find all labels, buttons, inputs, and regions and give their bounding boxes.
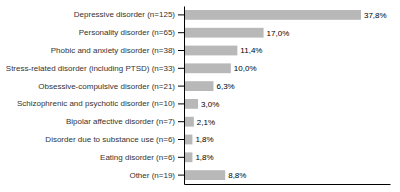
y-tick-mark <box>178 157 184 158</box>
bar <box>184 99 198 109</box>
y-tick: Disorder due to substance use (n=6) <box>45 135 184 144</box>
y-tick-mark <box>178 121 184 122</box>
y-tick-mark <box>178 50 184 51</box>
data-label: 1,8% <box>195 135 213 144</box>
bar <box>184 135 192 145</box>
y-tick: Bipolar affective disorder (n=7) <box>66 117 184 126</box>
data-label: 2,1% <box>197 118 215 127</box>
y-tick: Phobic and anxiety disorder (n=38) <box>51 46 184 55</box>
y-tick-label: Eating disorder (n=6) <box>100 153 175 162</box>
y-tick-mark <box>178 103 184 104</box>
y-tick-label: Depressive disorder (n=125) <box>74 10 175 19</box>
plot: Other (n=19) Eating disorder (n=6) Disorde… <box>6 7 391 185</box>
bars <box>184 10 361 180</box>
y-tick: Stress-related disorder (including PTSD)… <box>6 64 184 73</box>
y-tick-mark <box>178 14 184 15</box>
chart: Other (n=19) Eating disorder (n=6) Disorde… <box>0 0 400 192</box>
x-axis <box>185 184 391 185</box>
y-tick-mark <box>178 175 184 176</box>
bar <box>184 117 194 127</box>
data-label: 3,0% <box>201 100 219 109</box>
y-tick-label: Schizophrenic and psychotic disorder (n=… <box>17 99 175 108</box>
y-tick: Other (n=19) <box>129 171 184 180</box>
bar <box>184 170 225 180</box>
data-label: 17,0% <box>267 29 290 38</box>
bar <box>184 63 231 73</box>
y-tick: Obsessive-compulsive disorder (n=21) <box>38 82 184 91</box>
y-tick: Depressive disorder (n=125) <box>74 10 184 19</box>
bar <box>184 28 264 38</box>
data-label: 37,8% <box>364 11 387 20</box>
y-tick-label: Disorder due to substance use (n=6) <box>45 135 175 144</box>
y-tick-label: Obsessive-compulsive disorder (n=21) <box>38 82 175 91</box>
y-axis: Other (n=19) Eating disorder (n=6) Disorde… <box>6 7 185 185</box>
bar <box>184 81 213 91</box>
y-tick-label: Bipolar affective disorder (n=7) <box>66 117 175 126</box>
y-tick-label: Stress-related disorder (including PTSD)… <box>6 64 176 73</box>
y-tick-mark <box>178 139 184 140</box>
y-tick: Schizophrenic and psychotic disorder (n=… <box>17 99 184 108</box>
y-tick-label: Phobic and anxiety disorder (n=38) <box>51 46 176 55</box>
y-tick-mark <box>178 68 184 69</box>
y-tick: Personality disorder (n=65) <box>79 28 184 37</box>
data-label: 8,8% <box>228 171 246 180</box>
data-label: 10,0% <box>234 64 257 73</box>
y-axis-line <box>184 7 185 185</box>
y-tick-mark <box>178 32 184 33</box>
y-tick: Eating disorder (n=6) <box>100 153 184 162</box>
bar <box>184 46 237 56</box>
data-label: 1,8% <box>195 153 213 162</box>
bar <box>184 152 192 162</box>
y-tick-label: Other (n=19) <box>129 171 175 180</box>
y-tick-mark <box>178 86 184 87</box>
data-labels: 8,8% 1,8% 1,8% 2,1% 3,0% 6,3%10,0% 11,4% 17,0% 3… <box>195 11 386 180</box>
bar <box>184 10 361 20</box>
data-label: 6,3% <box>216 82 234 91</box>
data-label: 11,4% <box>240 46 262 55</box>
y-tick-label: Personality disorder (n=65) <box>79 28 176 37</box>
x-axis-line <box>185 184 391 185</box>
